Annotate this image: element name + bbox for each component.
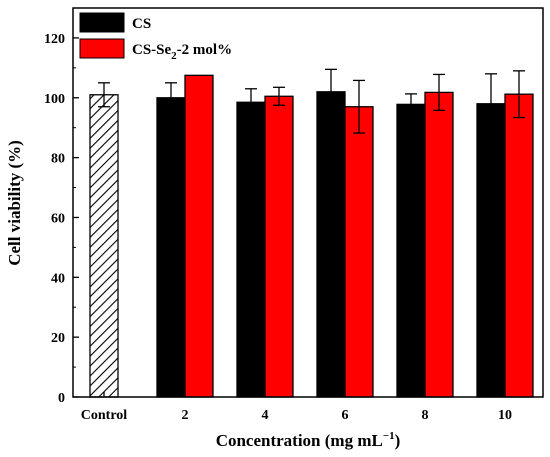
plot-frame [72, 7, 544, 398]
legend: CS CS-Se2-2 mol% [79, 12, 232, 62]
bar-cs-se-10 [504, 93, 534, 398]
x-tick-label-6: 6 [342, 408, 349, 423]
bars-layer [89, 74, 534, 398]
x-tick-label-control: Control [81, 408, 128, 423]
x-tick-label-10: 10 [498, 408, 512, 423]
y-tick-label-100: 100 [44, 92, 65, 107]
bar-cs-10 [476, 103, 506, 398]
y-tick-label-80: 80 [51, 152, 65, 167]
legend-swatch-cs [79, 12, 125, 33]
bar-control [89, 94, 119, 398]
bar-cs-se-4 [264, 95, 294, 398]
y-tick-label-0: 0 [58, 391, 65, 406]
bar-cs-se-8 [424, 91, 454, 398]
x-axis-title-sup: −1 [383, 430, 395, 442]
x-tick-label-8: 8 [422, 408, 429, 423]
bar-cs-6 [316, 91, 346, 398]
bar-cs-se-2 [184, 74, 214, 398]
y-tick-label-20: 20 [51, 331, 65, 346]
x-tick-label-2: 2 [182, 408, 189, 423]
y-axis-title: Cell viability (%) [5, 140, 24, 266]
bar-cs-8 [396, 103, 426, 398]
y-tick-label-120: 120 [44, 32, 65, 47]
bar-cs-2 [156, 97, 186, 398]
x-axis: Control 2 4 6 8 10 [81, 392, 512, 423]
y-tick-label-60: 60 [51, 211, 65, 226]
x-tick-label-4: 4 [262, 408, 269, 423]
y-axis: 0 20 40 60 80 100 120 [44, 32, 79, 406]
bar-cs-4 [236, 101, 266, 398]
legend-label-cs-se-sub: 2 [171, 50, 177, 62]
legend-label-cs: CS [132, 16, 151, 32]
error-bars-layer [98, 68, 525, 135]
x-axis-title: Concentration (mg mL−1) [216, 430, 401, 450]
bar-cs-se-6 [344, 106, 374, 398]
legend-swatch-cs-se [79, 38, 125, 59]
legend-label-cs-se: CS-Se2-2 mol% [132, 42, 232, 62]
y-tick-label-40: 40 [51, 271, 65, 286]
